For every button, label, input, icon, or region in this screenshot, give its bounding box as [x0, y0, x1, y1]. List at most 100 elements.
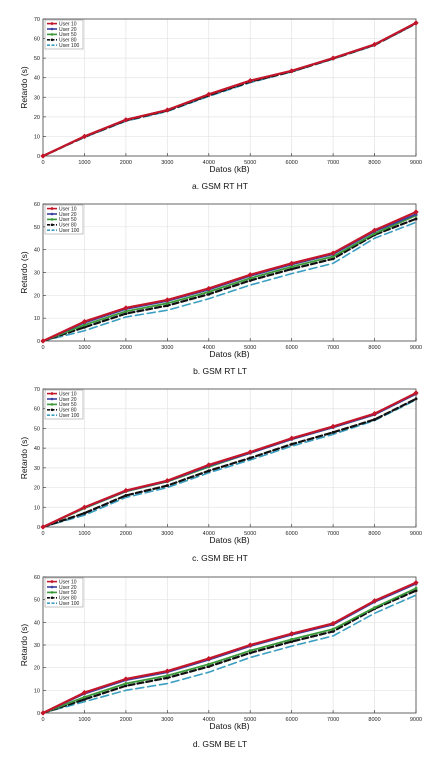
data-point: [207, 665, 211, 669]
legend-marker: [50, 223, 54, 227]
x-tick-label: 3000: [161, 531, 173, 537]
data-point: [206, 285, 212, 292]
data-point: [207, 469, 211, 473]
x-tick-label: 2000: [120, 717, 132, 723]
y-tick-label: 50: [34, 225, 40, 231]
x-tick-label: 6000: [286, 345, 298, 351]
data-point: [413, 20, 419, 26]
x-tick-label: 2000: [120, 345, 132, 351]
data-point: [81, 504, 88, 511]
data-point: [123, 487, 129, 494]
x-tick-label: 1000: [78, 717, 90, 723]
x-tick-label: 8000: [368, 160, 380, 166]
x-tick-label: 4000: [203, 160, 215, 166]
data-point: [247, 272, 253, 278]
data-point: [247, 642, 253, 648]
legend-label: User 20: [59, 585, 77, 591]
data-point: [331, 255, 335, 259]
data-point: [371, 410, 378, 417]
data-point: [82, 695, 86, 699]
data-point: [165, 484, 169, 488]
y-tick-label: 0: [37, 154, 40, 160]
legend-marker: [50, 212, 54, 216]
x-tick-label: 4000: [203, 345, 215, 351]
data-point: [164, 477, 171, 484]
data-point: [247, 77, 253, 84]
data-point: [81, 318, 88, 325]
legend-label: User 50: [59, 32, 77, 38]
x-tick-label: 9000: [410, 717, 422, 723]
series-line-user-50: [42, 214, 417, 342]
data-point: [330, 423, 336, 430]
data-point: [414, 217, 418, 221]
y-tick-label: 50: [34, 426, 40, 432]
y-tick-label: 60: [34, 407, 40, 413]
data-point: [247, 449, 253, 455]
legend-marker: [50, 21, 54, 26]
legend-label: User 10: [59, 579, 77, 585]
data-point: [331, 629, 335, 633]
legend-marker: [50, 591, 54, 594]
x-tick-label: 5000: [244, 531, 256, 537]
legend-label: User 20: [59, 27, 77, 33]
series-line-user-10: [41, 210, 418, 343]
data-point: [123, 305, 129, 311]
panel-caption: a. GSM RT HT: [192, 181, 248, 191]
data-point: [290, 265, 294, 269]
data-point: [82, 325, 86, 329]
x-tick-label: 8000: [368, 531, 380, 537]
data-point: [330, 250, 336, 256]
series-line-user-10: [41, 581, 418, 715]
series-line-user-100: [42, 399, 417, 528]
legend-label: User 80: [59, 38, 77, 44]
legend-label: User 100: [59, 228, 80, 234]
y-tick-label: 10: [34, 688, 40, 694]
data-point: [124, 493, 128, 497]
data-point: [413, 209, 419, 215]
x-tick-label: 9000: [410, 531, 422, 537]
x-tick-label: 9000: [410, 345, 422, 351]
x-tick-label: 8000: [368, 717, 380, 723]
data-point: [371, 41, 378, 48]
legend-marker: [50, 585, 54, 589]
data-point: [414, 397, 418, 401]
legend-label: User 80: [59, 223, 77, 229]
y-tick-label: 50: [34, 598, 40, 604]
legend-label: User 50: [59, 217, 77, 223]
data-point: [248, 649, 252, 653]
legend-marker: [50, 206, 54, 211]
legend-marker: [50, 391, 54, 396]
x-tick-label: 2000: [120, 531, 132, 537]
x-axis-label: Datos (kB): [209, 535, 249, 545]
y-tick-label: 0: [37, 525, 40, 531]
data-point: [123, 676, 129, 682]
data-point: [288, 435, 295, 442]
x-tick-label: 7000: [327, 345, 339, 351]
data-point: [164, 297, 171, 303]
legend-marker: [50, 408, 54, 412]
y-tick-label: 40: [34, 620, 40, 626]
x-axis-label: Datos (kB): [209, 721, 249, 731]
data-point: [40, 710, 46, 716]
legend-label: User 10: [59, 391, 77, 397]
y-tick-label: 30: [34, 643, 40, 649]
legend-label: User 10: [59, 206, 77, 212]
data-point: [373, 232, 377, 236]
legend-label: User 80: [59, 408, 77, 414]
legend-marker: [50, 397, 54, 401]
x-tick-label: 5000: [244, 345, 256, 351]
y-tick-label: 10: [34, 316, 40, 322]
data-point: [206, 655, 212, 662]
legend-label: User 50: [59, 590, 77, 596]
y-tick-label: 60: [34, 202, 40, 208]
legend-box: [44, 19, 84, 50]
data-point: [82, 323, 86, 327]
data-point: [373, 606, 377, 610]
y-tick-label: 0: [37, 339, 40, 345]
data-point: [124, 312, 128, 316]
data-point: [206, 91, 212, 98]
data-point: [165, 674, 169, 678]
series-line-user-80: [41, 589, 418, 715]
